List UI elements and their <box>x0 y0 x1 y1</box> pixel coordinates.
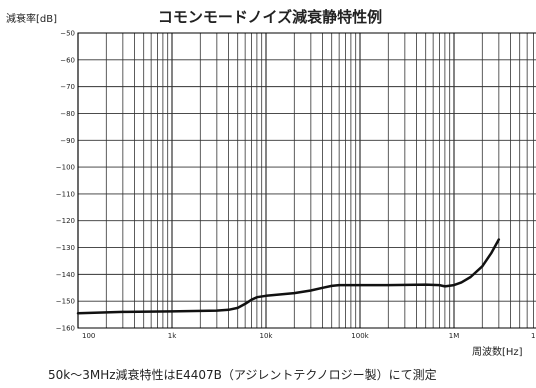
y-tick-label: −80 <box>60 110 75 118</box>
y-tick-label: −60 <box>60 56 75 64</box>
y-tick-label: −140 <box>56 271 75 279</box>
x-tick-label: 10k <box>260 332 274 340</box>
y-tick-label: −100 <box>56 164 75 172</box>
x-tick-label: 100 <box>82 332 95 340</box>
chart-title: コモンモードノイズ減衰静特性例 <box>158 8 382 26</box>
x-axis-label: 周波数[Hz] <box>472 345 523 358</box>
attenuation-line <box>76 238 501 315</box>
y-tick-label: −160 <box>56 325 75 333</box>
y-tick-label: −90 <box>60 137 75 145</box>
y-tick-label: −130 <box>56 244 75 252</box>
y-tick-label: −150 <box>56 298 75 306</box>
x-tick-label: 1k <box>168 332 177 340</box>
tick-labels: −50 −60 −70 −80 −90 −100 −110 −120 −130 −140 −150 −… <box>56 30 536 341</box>
y-axis-label: 減衰率[dB] <box>6 12 57 25</box>
y-tick-label: −110 <box>56 190 75 198</box>
x-tick-label: 10M <box>531 332 536 340</box>
y-tick-label: −70 <box>60 83 75 91</box>
y-tick-label: −50 <box>60 30 75 38</box>
y-tick-label: −120 <box>56 217 75 225</box>
x-tick-label: 1M <box>449 332 460 340</box>
plot-frame <box>77 32 536 329</box>
x-tick-label: 100k <box>351 332 369 340</box>
grid <box>77 32 536 329</box>
caption: 50k～3MHz減衰特性はE4407B（アジレントテクノロジー製）にて測定 <box>48 368 437 382</box>
